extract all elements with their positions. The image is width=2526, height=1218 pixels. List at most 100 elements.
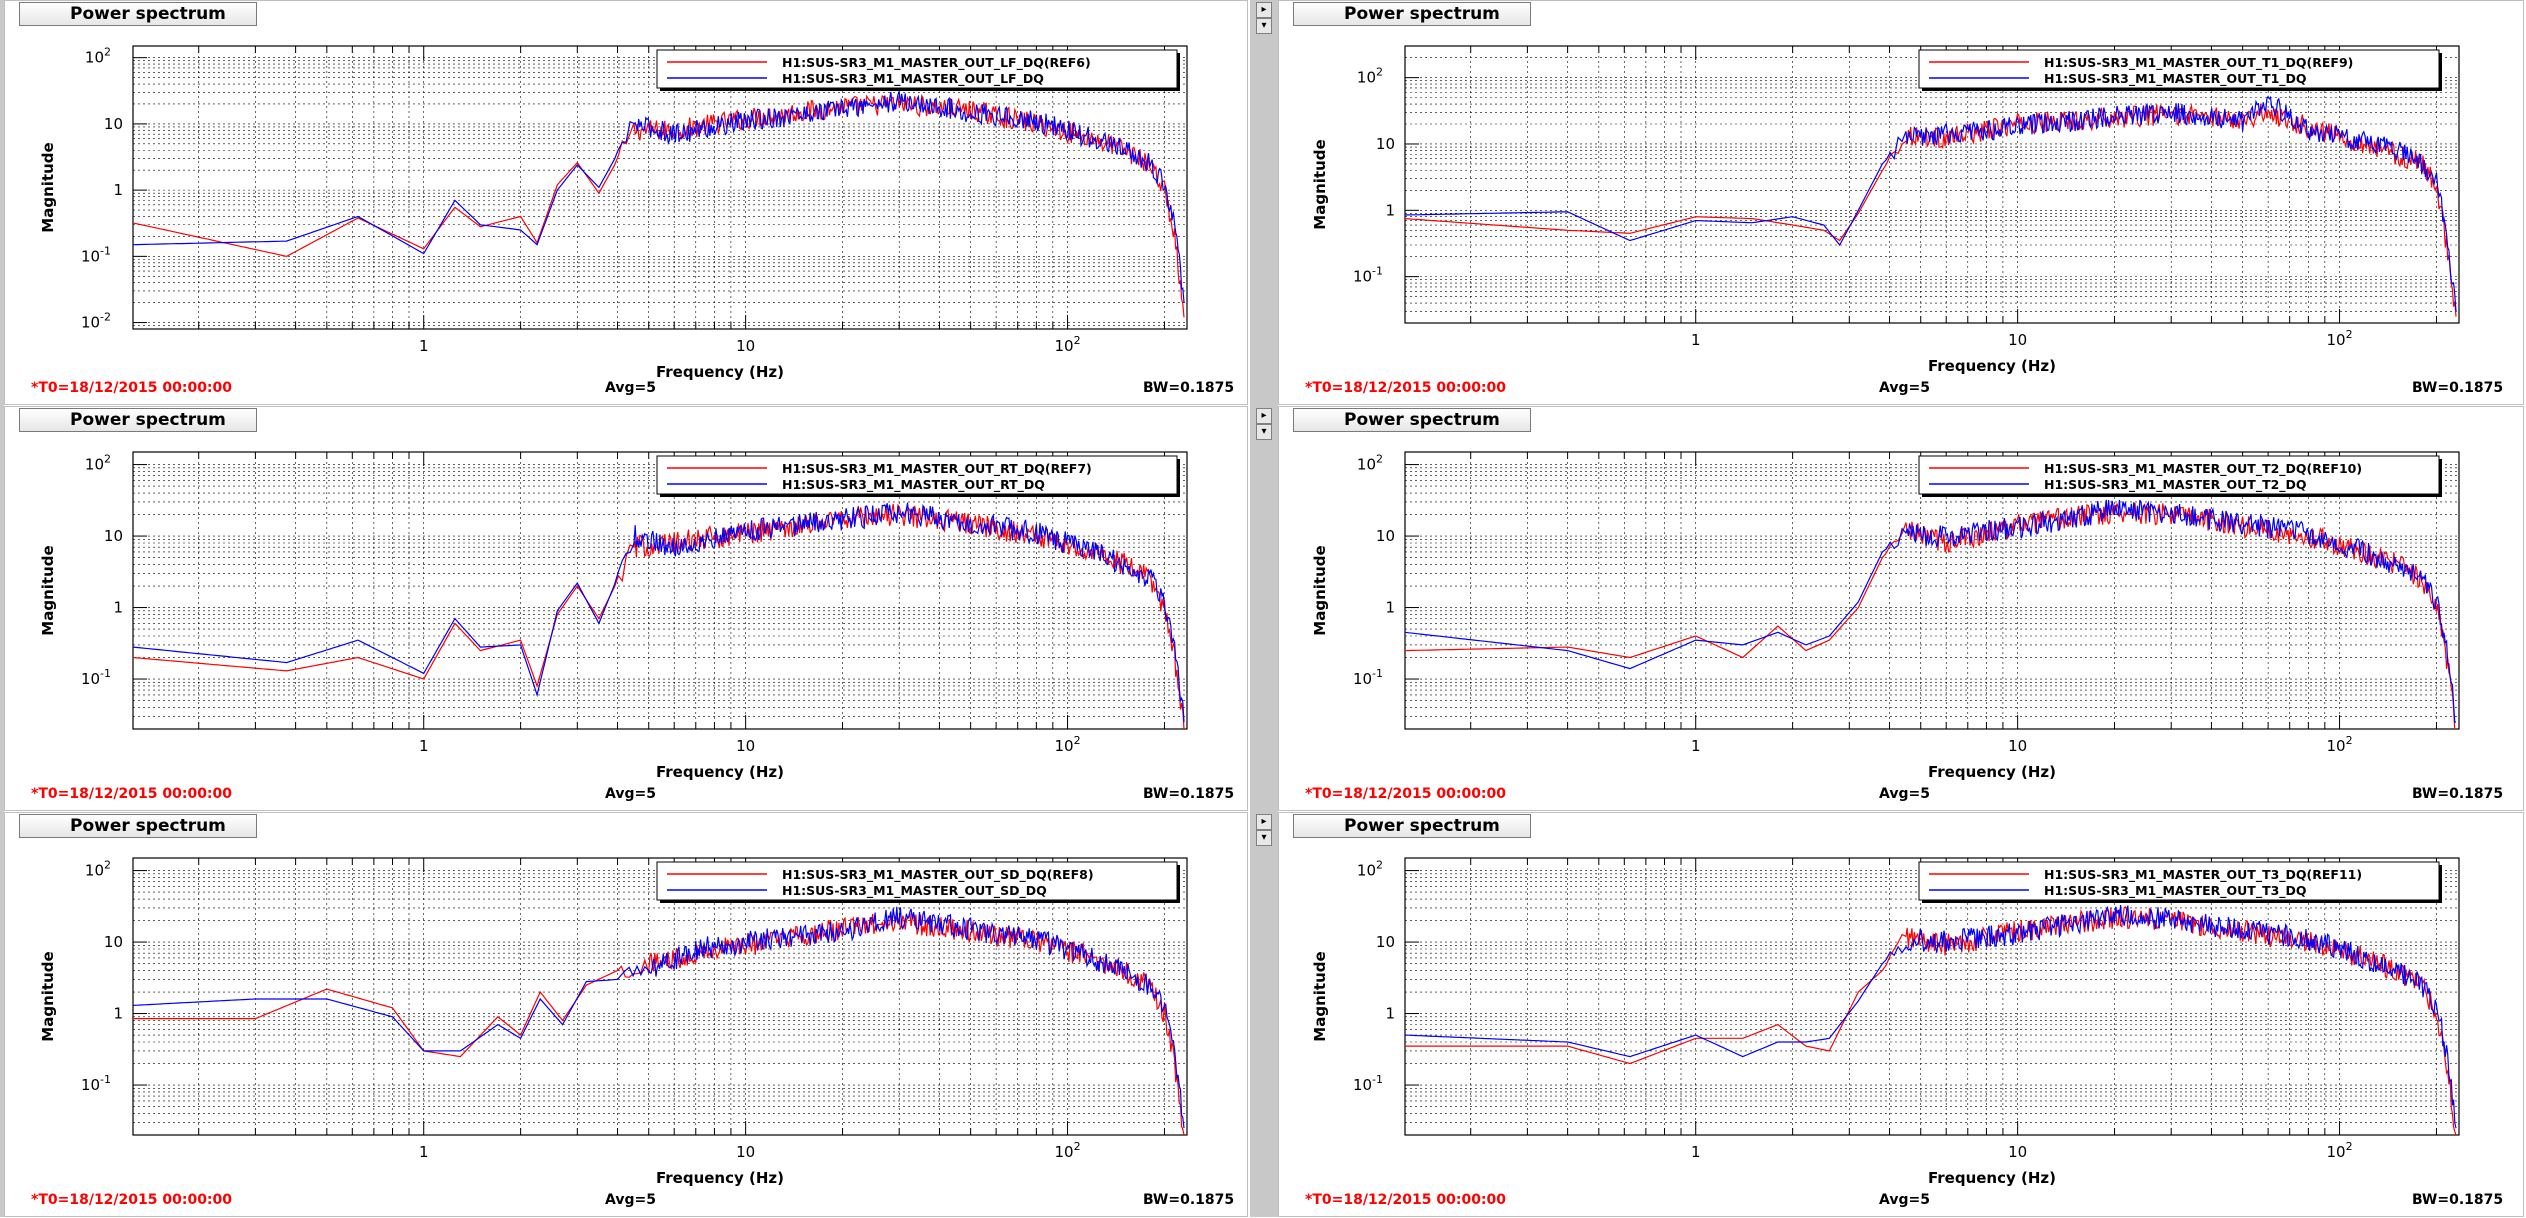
- x-tick-label: 1: [1691, 737, 1701, 755]
- spectrum-panel[interactable]: 1 10 102 102 10 1 10-1 Frequency (Hz) Magnitude H…: [1278, 812, 2524, 1217]
- legend[interactable]: H1:SUS-SR3_M1_MASTER_OUT_T3_DQ(REF11)H1:…: [1918, 861, 2442, 903]
- bandwidth-readout: BW=0.1875: [1143, 380, 1235, 396]
- legend-entry: H1:SUS-SR3_M1_MASTER_OUT_T2_DQ(REF10): [2044, 461, 2362, 477]
- y-axis-label: Magnitude: [39, 951, 57, 1041]
- legend-entry: H1:SUS-SR3_M1_MASTER_OUT_T2_DQ: [2044, 477, 2307, 493]
- x-axis-label: Frequency (Hz): [656, 1169, 784, 1187]
- spectrum-panel[interactable]: 1 10 102 102 10 1 10-1 Frequency (Hz) Magnitude H…: [1278, 0, 2524, 405]
- series-line-current: [133, 502, 1185, 723]
- spectrum-panel[interactable]: 1 10 102 102 10 1 10-1 Frequency (Hz) Magnitude H…: [4, 406, 1248, 811]
- x-tick-label: 102: [2327, 1140, 2353, 1161]
- y-tick-label: 10-1: [81, 1073, 111, 1094]
- y-tick-label: 10-2: [81, 311, 111, 332]
- y-tick-label: 10: [1376, 135, 1395, 153]
- spectrum-plot: 1 10 102 102 10 1 10-1 10-2 Frequency (Hz) Magnit…: [39, 45, 1188, 381]
- y-tick-label: 10: [104, 933, 123, 951]
- panel-title-tab[interactable]: Power spectrum: [1293, 2, 1531, 26]
- x-tick-label: 1: [419, 337, 429, 355]
- t0-timestamp: *T0=18/12/2015 00:00:00: [31, 786, 233, 802]
- plot-frame: [132, 857, 1188, 1136]
- y-tick-label: 1: [1385, 599, 1395, 617]
- y-tick-label: 10-1: [1353, 667, 1383, 688]
- x-axis-label: Frequency (Hz): [1928, 1169, 2056, 1187]
- spectrum-plot: 1 10 102 102 10 1 10-1 Frequency (Hz) Magnitude H…: [39, 451, 1188, 781]
- series-line-current: [1405, 905, 2457, 1129]
- legend[interactable]: H1:SUS-SR3_M1_MASTER_OUT_SD_DQ(REF8)H1:S…: [656, 861, 1180, 903]
- avg-readout: Avg=5: [1879, 1192, 1930, 1208]
- legend-box: [1918, 49, 2440, 89]
- panel-title-tab[interactable]: Power spectrum: [19, 2, 257, 26]
- legend[interactable]: H1:SUS-SR3_M1_MASTER_OUT_T2_DQ(REF10)H1:…: [1918, 455, 2442, 497]
- x-tick-label: 1: [1691, 331, 1701, 349]
- scroll-right-icon[interactable]: ▸: [1256, 408, 1272, 424]
- y-axis-label: Magnitude: [1311, 545, 1329, 635]
- spectrum-panel[interactable]: 1 10 102 102 10 1 10-1 10-2 Frequency (Hz) Magnit…: [4, 0, 1248, 405]
- panel-title-tab[interactable]: Power spectrum: [19, 408, 257, 432]
- panel-title-tab[interactable]: Power spectrum: [1293, 408, 1531, 432]
- x-tick-label: 10: [736, 337, 755, 355]
- x-tick-label: 1: [419, 737, 429, 755]
- legend-entry: H1:SUS-SR3_M1_MASTER_OUT_T3_DQ: [2044, 883, 2307, 899]
- legend[interactable]: H1:SUS-SR3_M1_MASTER_OUT_RT_DQ(REF7)H1:S…: [656, 455, 1180, 497]
- x-axis-label: Frequency (Hz): [1928, 357, 2056, 375]
- panel-divider[interactable]: ▸ ▾ ▸ ▾ ▸ ▾: [1250, 0, 1278, 1217]
- panel-title-tab[interactable]: Power spectrum: [1293, 814, 1531, 838]
- y-tick-label: 1: [113, 1005, 123, 1023]
- y-axis-label: Magnitude: [1311, 951, 1329, 1041]
- y-tick-label: 10-1: [81, 244, 111, 265]
- legend-entry: H1:SUS-SR3_M1_MASTER_OUT_LF_DQ(REF6): [782, 55, 1091, 71]
- x-tick-label: 10: [736, 737, 755, 755]
- y-tick-label: 102: [85, 453, 111, 474]
- bandwidth-readout: BW=0.1875: [1143, 786, 1235, 802]
- x-tick-label: 1: [1691, 1143, 1701, 1161]
- x-tick-label: 1: [419, 1143, 429, 1161]
- legend[interactable]: H1:SUS-SR3_M1_MASTER_OUT_T1_DQ(REF9)H1:S…: [1918, 49, 2442, 91]
- bandwidth-readout: BW=0.1875: [1143, 1192, 1235, 1208]
- avg-readout: Avg=5: [605, 786, 656, 802]
- y-tick-label: 102: [85, 46, 111, 67]
- y-tick-label: 10: [1376, 933, 1395, 951]
- x-tick-label: 10: [2008, 737, 2027, 755]
- y-axis-label: Magnitude: [1311, 139, 1329, 229]
- avg-readout: Avg=5: [1879, 380, 1930, 396]
- y-axis-label: Magnitude: [39, 545, 57, 635]
- legend[interactable]: H1:SUS-SR3_M1_MASTER_OUT_LF_DQ(REF6)H1:S…: [656, 49, 1180, 91]
- t0-timestamp: *T0=18/12/2015 00:00:00: [1305, 1192, 1507, 1208]
- legend-entry: H1:SUS-SR3_M1_MASTER_OUT_RT_DQ(REF7): [782, 461, 1092, 477]
- y-tick-label: 10: [104, 527, 123, 545]
- legend-entry: H1:SUS-SR3_M1_MASTER_OUT_T1_DQ(REF9): [2044, 55, 2353, 71]
- t0-timestamp: *T0=18/12/2015 00:00:00: [31, 1192, 233, 1208]
- series-line-current: [1405, 95, 2457, 312]
- spectrum-panel[interactable]: 1 10 102 102 10 1 10-1 Frequency (Hz) Magnitude H…: [1278, 406, 2524, 811]
- plot-frame: [1404, 451, 2460, 730]
- scroll-right-icon[interactable]: ▸: [1256, 814, 1272, 830]
- panel-title-tab[interactable]: Power spectrum: [19, 814, 257, 838]
- x-tick-label: 10: [2008, 331, 2027, 349]
- left-border: [0, 0, 4, 1217]
- x-axis-label: Frequency (Hz): [656, 763, 784, 781]
- x-tick-label: 10: [736, 1143, 755, 1161]
- scroll-right-icon[interactable]: ▸: [1256, 2, 1272, 18]
- x-tick-label: 102: [1055, 334, 1081, 355]
- x-axis-label: Frequency (Hz): [656, 363, 784, 381]
- series-line-current: [133, 906, 1185, 1129]
- scroll-down-icon[interactable]: ▾: [1256, 18, 1272, 34]
- scroll-down-icon[interactable]: ▾: [1256, 424, 1272, 440]
- plot-frame: [1404, 857, 2460, 1136]
- legend-entry: H1:SUS-SR3_M1_MASTER_OUT_T1_DQ: [2044, 71, 2307, 87]
- legend-box: [1918, 455, 2440, 495]
- spectrum-plot: 1 10 102 102 10 1 10-1 Frequency (Hz) Magnitude H…: [1311, 451, 2460, 781]
- spectrum-panel[interactable]: 1 10 102 102 10 1 10-1 Frequency (Hz) Magnitude H…: [4, 812, 1248, 1217]
- y-axis-label: Magnitude: [39, 142, 57, 232]
- y-tick-label: 10-1: [1353, 1073, 1383, 1094]
- bandwidth-readout: BW=0.1875: [2412, 380, 2504, 396]
- legend-entry: H1:SUS-SR3_M1_MASTER_OUT_LF_DQ: [782, 71, 1044, 87]
- series-line-current: [1405, 499, 2456, 723]
- legend-entry: H1:SUS-SR3_M1_MASTER_OUT_T3_DQ(REF11): [2044, 867, 2362, 883]
- y-tick-label: 10-1: [1353, 265, 1383, 286]
- y-tick-label: 1: [113, 181, 123, 199]
- y-tick-label: 10: [1376, 527, 1395, 545]
- legend-entry: H1:SUS-SR3_M1_MASTER_OUT_SD_DQ: [782, 883, 1047, 899]
- avg-readout: Avg=5: [1879, 786, 1930, 802]
- scroll-down-icon[interactable]: ▾: [1256, 830, 1272, 846]
